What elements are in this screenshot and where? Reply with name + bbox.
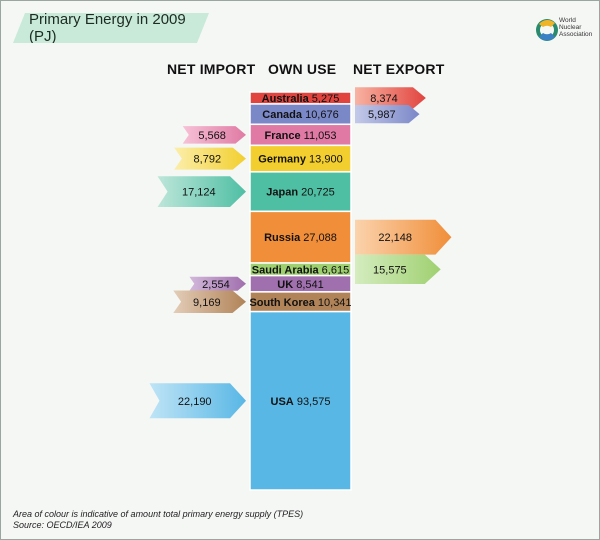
own-use-label-canada: Canada 10,676 <box>262 109 338 121</box>
import-arrow-germany <box>174 147 246 170</box>
own-use-bar-usa <box>249 310 352 491</box>
net-export-header: NET EXPORT <box>353 61 445 77</box>
export-arrow-australia <box>355 87 426 109</box>
import-arrow-japan <box>157 176 246 207</box>
export-label-australia: 8,374 <box>370 93 398 105</box>
chart-title: Primary Energy in 2009 (PJ) <box>29 11 186 45</box>
export-label-russia: 22,148 <box>378 232 412 244</box>
own-use-label-france: France 11,053 <box>265 130 337 142</box>
import-label-uk: 2,554 <box>202 279 230 291</box>
own-use-bar-russia <box>249 210 352 264</box>
own-use-label-saudi-arabia: Saudi Arabia 6,615 <box>252 264 349 276</box>
export-arrow-canada <box>355 105 420 124</box>
own-use-label-japan: Japan 20,725 <box>266 187 335 199</box>
own-use-label-australia: Australia 5,275 <box>262 93 340 105</box>
export-label-canada: 5,987 <box>368 109 396 121</box>
import-arrow-south-korea <box>173 290 246 314</box>
net-import-header: NET IMPORT <box>167 61 256 77</box>
own-use-label-germany: Germany 13,900 <box>258 154 342 166</box>
footnote-source: Source: OECD/IEA 2009 <box>13 520 112 530</box>
logo-text: World Nuclear Association <box>559 17 599 38</box>
import-arrow-france <box>182 126 246 144</box>
own-use-label-uk: UK 8,541 <box>277 279 323 291</box>
own-use-label-usa: USA 93,575 <box>271 396 331 408</box>
logo-word-1: World <box>559 17 576 24</box>
export-arrow-saudi-arabia <box>355 254 441 284</box>
title-banner: Primary Energy in 2009 (PJ) <box>13 13 209 43</box>
import-arrow-usa <box>149 383 246 419</box>
export-label-saudi-arabia: 15,575 <box>373 264 407 276</box>
logo-word-3: Association <box>559 31 593 38</box>
import-label-germany: 8,792 <box>194 154 222 166</box>
own-use-bar-germany <box>249 144 352 173</box>
own-use-label-russia: Russia 27,088 <box>264 232 337 244</box>
import-label-france: 5,568 <box>198 130 226 142</box>
own-use-header: OWN USE <box>268 61 337 77</box>
world-nuclear-association-logo <box>536 19 558 41</box>
import-arrow-uk <box>189 276 246 291</box>
own-use-bar-japan <box>249 171 352 213</box>
footnote: Area of colour is indicative of amount t… <box>13 509 303 531</box>
own-use-label-south-korea: South Korea 10,341 <box>249 297 351 309</box>
import-label-south-korea: 9,169 <box>193 297 221 309</box>
logo-word-2: Nuclear <box>559 24 582 31</box>
import-label-usa: 22,190 <box>178 396 212 408</box>
export-arrow-russia <box>355 219 452 255</box>
import-label-japan: 17,124 <box>182 187 216 199</box>
footnote-note: Area of colour is indicative of amount t… <box>13 509 304 519</box>
